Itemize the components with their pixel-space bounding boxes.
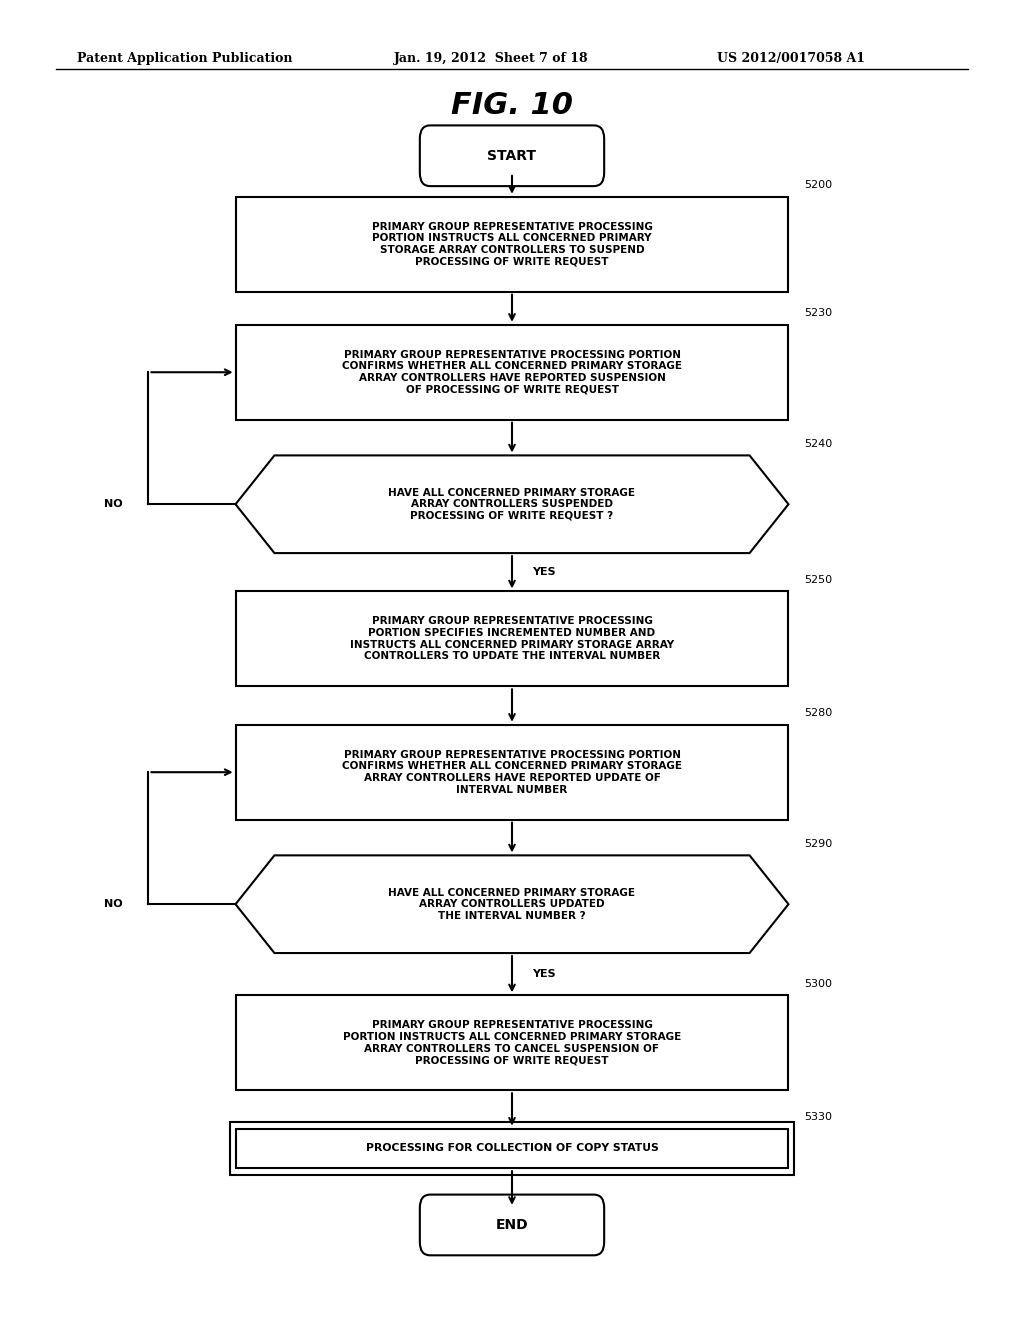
Text: PROCESSING FOR COLLECTION OF COPY STATUS: PROCESSING FOR COLLECTION OF COPY STATUS [366,1143,658,1154]
FancyBboxPatch shape [420,125,604,186]
Bar [236,995,788,1090]
Text: NO: NO [104,499,123,510]
Text: 5280: 5280 [804,708,833,718]
Text: 5240: 5240 [804,438,833,449]
Text: US 2012/0017058 A1: US 2012/0017058 A1 [717,51,865,65]
Bar [230,1122,794,1175]
Text: 5230: 5230 [804,308,831,318]
Text: 5250: 5250 [804,574,831,585]
Text: YES: YES [532,969,556,979]
Text: HAVE ALL CONCERNED PRIMARY STORAGE
ARRAY CONTROLLERS SUSPENDED
PROCESSING OF WRI: HAVE ALL CONCERNED PRIMARY STORAGE ARRAY… [388,487,636,521]
Text: PRIMARY GROUP REPRESENTATIVE PROCESSING
PORTION SPECIFIES INCREMENTED NUMBER AND: PRIMARY GROUP REPRESENTATIVE PROCESSING … [350,616,674,661]
Bar [236,1129,788,1168]
Bar [236,197,788,292]
Bar [236,325,788,420]
Text: 5300: 5300 [804,978,831,989]
Text: FIG. 10: FIG. 10 [451,91,573,120]
Polygon shape [236,455,788,553]
Text: 5330: 5330 [804,1111,831,1122]
Text: PRIMARY GROUP REPRESENTATIVE PROCESSING PORTION
CONFIRMS WHETHER ALL CONCERNED P: PRIMARY GROUP REPRESENTATIVE PROCESSING … [342,350,682,395]
Text: PRIMARY GROUP REPRESENTATIVE PROCESSING PORTION
CONFIRMS WHETHER ALL CONCERNED P: PRIMARY GROUP REPRESENTATIVE PROCESSING … [342,750,682,795]
Text: PRIMARY GROUP REPRESENTATIVE PROCESSING
PORTION INSTRUCTS ALL CONCERNED PRIMARY
: PRIMARY GROUP REPRESENTATIVE PROCESSING … [372,222,652,267]
Text: 5200: 5200 [804,180,831,190]
Text: Patent Application Publication: Patent Application Publication [77,51,292,65]
Text: YES: YES [532,568,556,577]
Text: START: START [487,149,537,162]
Polygon shape [236,855,788,953]
Bar [236,725,788,820]
Text: PRIMARY GROUP REPRESENTATIVE PROCESSING
PORTION INSTRUCTS ALL CONCERNED PRIMARY : PRIMARY GROUP REPRESENTATIVE PROCESSING … [343,1020,681,1065]
Text: END: END [496,1218,528,1232]
Text: Jan. 19, 2012  Sheet 7 of 18: Jan. 19, 2012 Sheet 7 of 18 [394,51,589,65]
Text: HAVE ALL CONCERNED PRIMARY STORAGE
ARRAY CONTROLLERS UPDATED
THE INTERVAL NUMBER: HAVE ALL CONCERNED PRIMARY STORAGE ARRAY… [388,887,636,921]
Text: 5290: 5290 [804,838,833,849]
Bar [236,591,788,686]
FancyBboxPatch shape [420,1195,604,1255]
Text: NO: NO [104,899,123,909]
